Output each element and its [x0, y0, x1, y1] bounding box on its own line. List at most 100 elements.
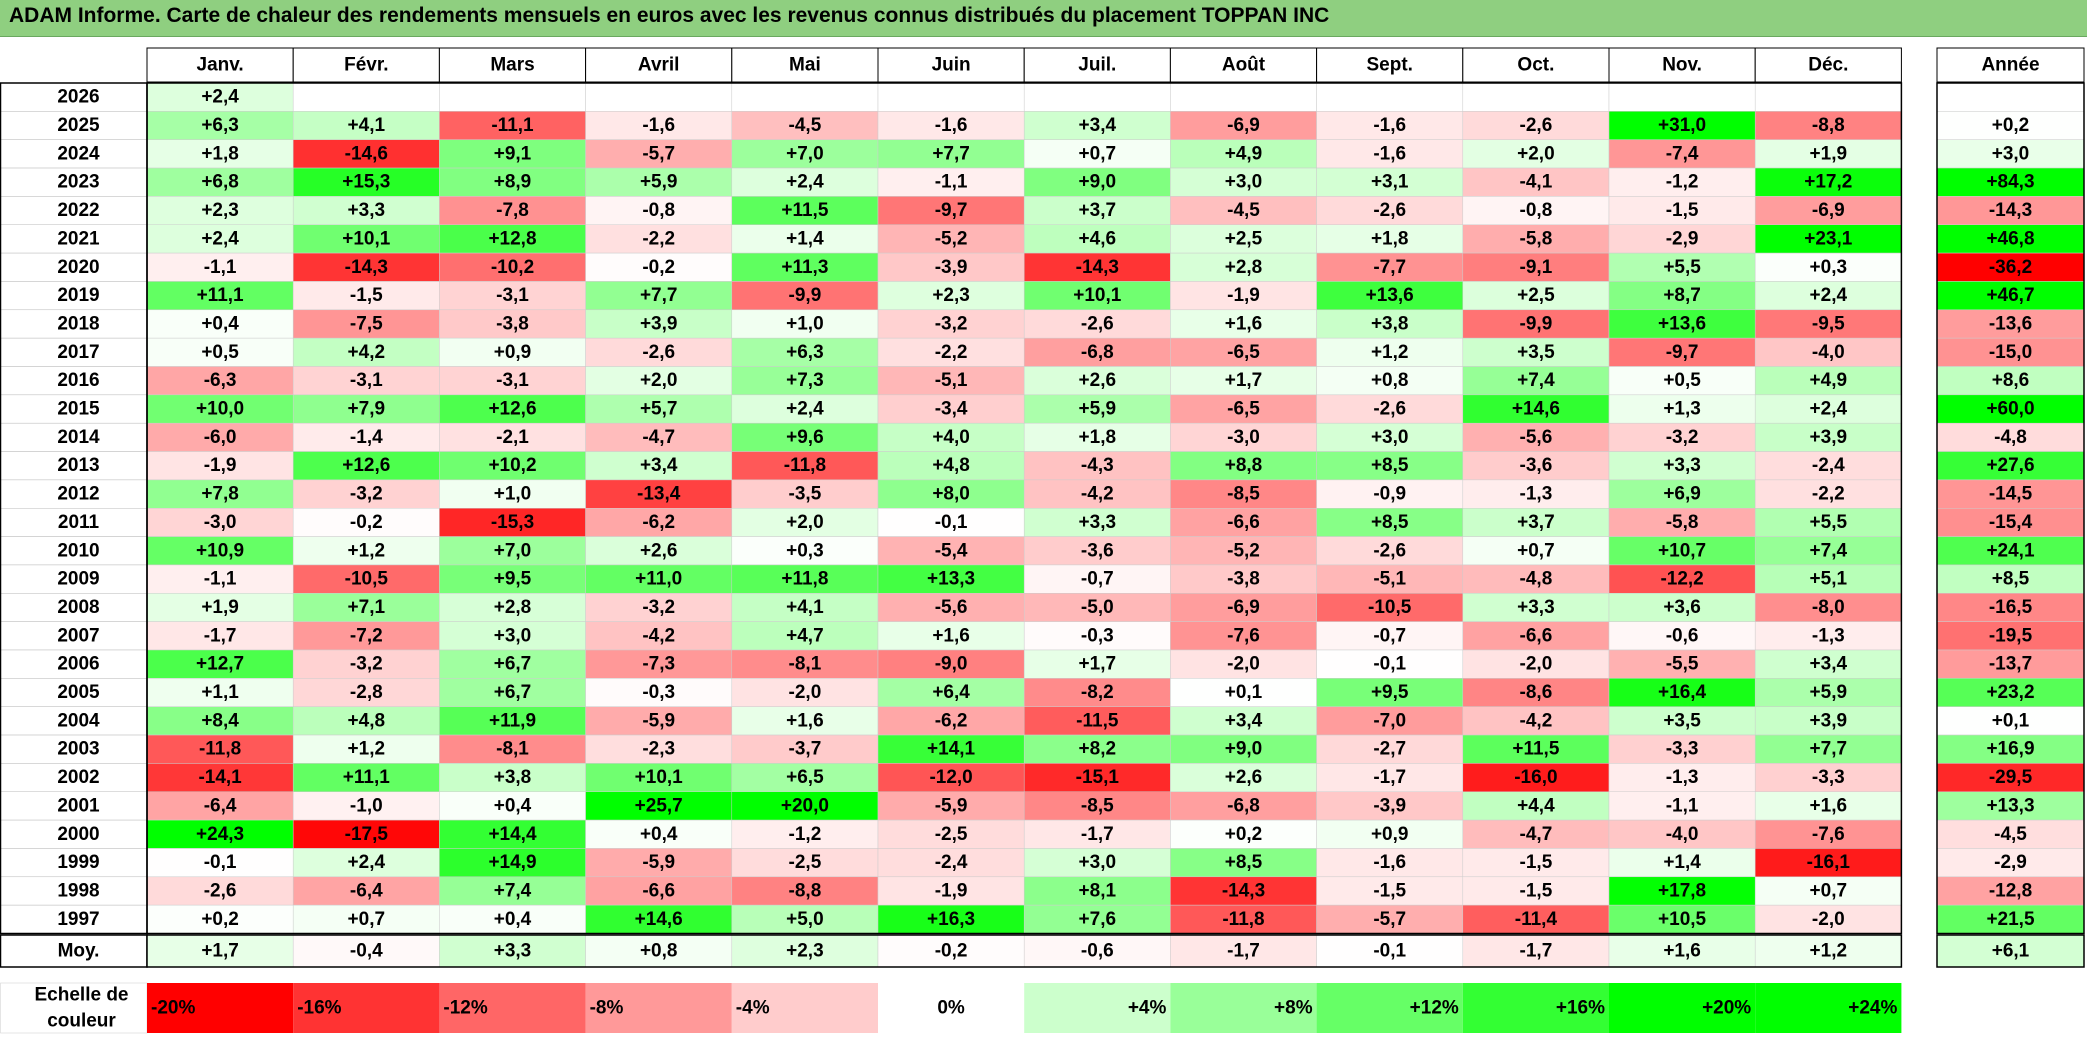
heat-cell-value: +8,5 [1371, 455, 1409, 476]
heat-cell-value: +1,0 [494, 484, 532, 505]
heat-cell [1462, 281, 1610, 311]
heat-cell-value: -3,2 [935, 313, 968, 334]
heat-cell [1462, 366, 1610, 396]
heat-cell [146, 479, 294, 509]
heat-cell [1754, 167, 1902, 197]
heat-cell-value: -2,6 [1373, 399, 1406, 420]
year-label: 2000 [57, 824, 99, 845]
heat-cell [292, 678, 440, 707]
heat-cell [292, 649, 440, 679]
heat-cell [1462, 536, 1610, 566]
heat-cell-value: -3,5 [789, 484, 822, 505]
heat-cell [1023, 819, 1171, 849]
heat-cell-value: +3,0 [1225, 172, 1263, 193]
heat-cell-value: -5,0 [1081, 597, 1114, 618]
heat-cell-value: -3,3 [1666, 739, 1699, 760]
heat-cell [292, 819, 440, 849]
heat-cell-value: +2,4 [201, 87, 239, 108]
heat-cell [731, 564, 879, 594]
year-cell [0, 621, 148, 651]
heat-cell [439, 451, 586, 481]
heat-cell-value: -2,2 [642, 228, 675, 249]
heat-cell-value: +2,4 [348, 852, 386, 873]
year-label: 2005 [57, 682, 100, 703]
average-value: +3,3 [494, 941, 532, 962]
heat-cell [1608, 479, 1756, 509]
heat-cell-value: +2,8 [1225, 257, 1263, 278]
heat-cell [1608, 196, 1756, 225]
annual-value: +24,1 [1986, 540, 2035, 561]
heat-cell [1316, 649, 1464, 679]
heat-cell-value: +2,6 [1225, 767, 1263, 788]
heat-cell [439, 791, 586, 821]
heat-cell-value: +6,3 [786, 342, 824, 363]
heat-cell-value: +3,0 [494, 625, 532, 646]
heat-cell [439, 848, 586, 878]
average-value: -1,7 [1227, 941, 1260, 962]
year-cell [0, 649, 148, 679]
heat-cell [1316, 621, 1464, 651]
annual-header: Année [1981, 55, 2039, 76]
heat-cell [292, 82, 440, 112]
heat-cell-value: +6,3 [201, 115, 239, 136]
year-label: 2018 [57, 313, 99, 334]
heat-cell [1170, 564, 1317, 594]
heat-cell-value: +14,4 [488, 824, 537, 845]
heat-cell [877, 366, 1025, 396]
heat-cell [1316, 564, 1464, 594]
heat-cell [1754, 337, 1902, 367]
heat-cell-value: -4,8 [1520, 569, 1553, 590]
heat-cell-value: -12,2 [1660, 569, 1703, 590]
heat-cell-value: +8,5 [1225, 852, 1263, 873]
heat-cell-value: +5,5 [1663, 257, 1701, 278]
heat-cell-value: -7,0 [1373, 710, 1406, 731]
heat-cell [1023, 224, 1171, 254]
heat-cell [146, 734, 294, 764]
heat-cell [877, 649, 1025, 679]
annual-value: -36,2 [1989, 257, 2032, 278]
heat-cell-value: -7,8 [496, 200, 529, 221]
heat-cell-value: -0,3 [1081, 625, 1114, 646]
heat-cell-value: +0,2 [201, 909, 239, 930]
heat-cell [1608, 508, 1756, 537]
heat-cell-value: -6,5 [1227, 342, 1260, 363]
heat-cell-value: -1,6 [1373, 115, 1406, 136]
heat-cell-value: -8,2 [1081, 682, 1114, 703]
scale-label: -4% [736, 998, 770, 1019]
heat-cell [1462, 763, 1610, 793]
heat-cell-value: -3,6 [1081, 540, 1114, 561]
scale-swatch [1316, 983, 1463, 1033]
heat-cell [731, 593, 879, 622]
heat-cell-value: +3,5 [1663, 710, 1701, 731]
heat-cell [1462, 337, 1610, 367]
heat-cell [877, 82, 1025, 112]
heat-cell-value: -1,5 [350, 285, 383, 306]
year-label: 2008 [57, 597, 99, 618]
heat-cell [585, 791, 733, 821]
heat-cell-value: +2,5 [1225, 228, 1263, 249]
year-label: 2001 [57, 795, 100, 816]
heat-cell-value: +0,7 [1517, 540, 1555, 561]
column-header: Mars [490, 55, 534, 76]
heat-cell-value: -0,7 [1081, 569, 1114, 590]
heat-cell-value: -1,7 [204, 625, 237, 646]
heat-cell-value: +3,9 [1810, 710, 1848, 731]
heat-cell [1023, 621, 1171, 651]
heat-cell-value: -4,5 [789, 115, 822, 136]
annual-value: +16,9 [1986, 739, 2034, 760]
heat-cell-value: +7,1 [348, 597, 386, 618]
scale-label: +12% [1410, 998, 1459, 1019]
heat-cell-value: +1,4 [1663, 852, 1701, 873]
year-cell [0, 508, 148, 537]
heat-cell-value: +3,3 [1079, 512, 1117, 533]
heat-cell [585, 508, 733, 537]
heat-cell-value: +10,5 [1658, 909, 1707, 930]
annual-value: +84,3 [1986, 172, 2034, 193]
heat-cell-value: +2,3 [201, 200, 239, 221]
heat-cell-value: +7,4 [1810, 540, 1848, 561]
heat-cell-value: -5,8 [1666, 512, 1699, 533]
annual-value: +0,2 [1992, 115, 2030, 136]
year-label: 2004 [57, 710, 100, 731]
heat-cell-value: +3,9 [1810, 427, 1848, 448]
annual-cell [1936, 366, 2085, 396]
